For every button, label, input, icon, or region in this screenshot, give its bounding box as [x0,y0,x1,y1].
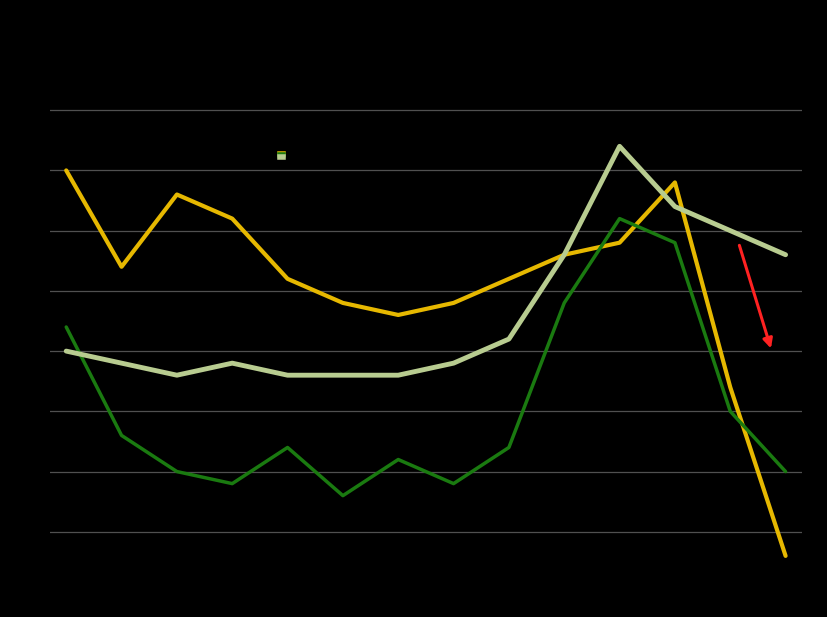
Legend:  ,  ,  : , , [280,153,284,158]
